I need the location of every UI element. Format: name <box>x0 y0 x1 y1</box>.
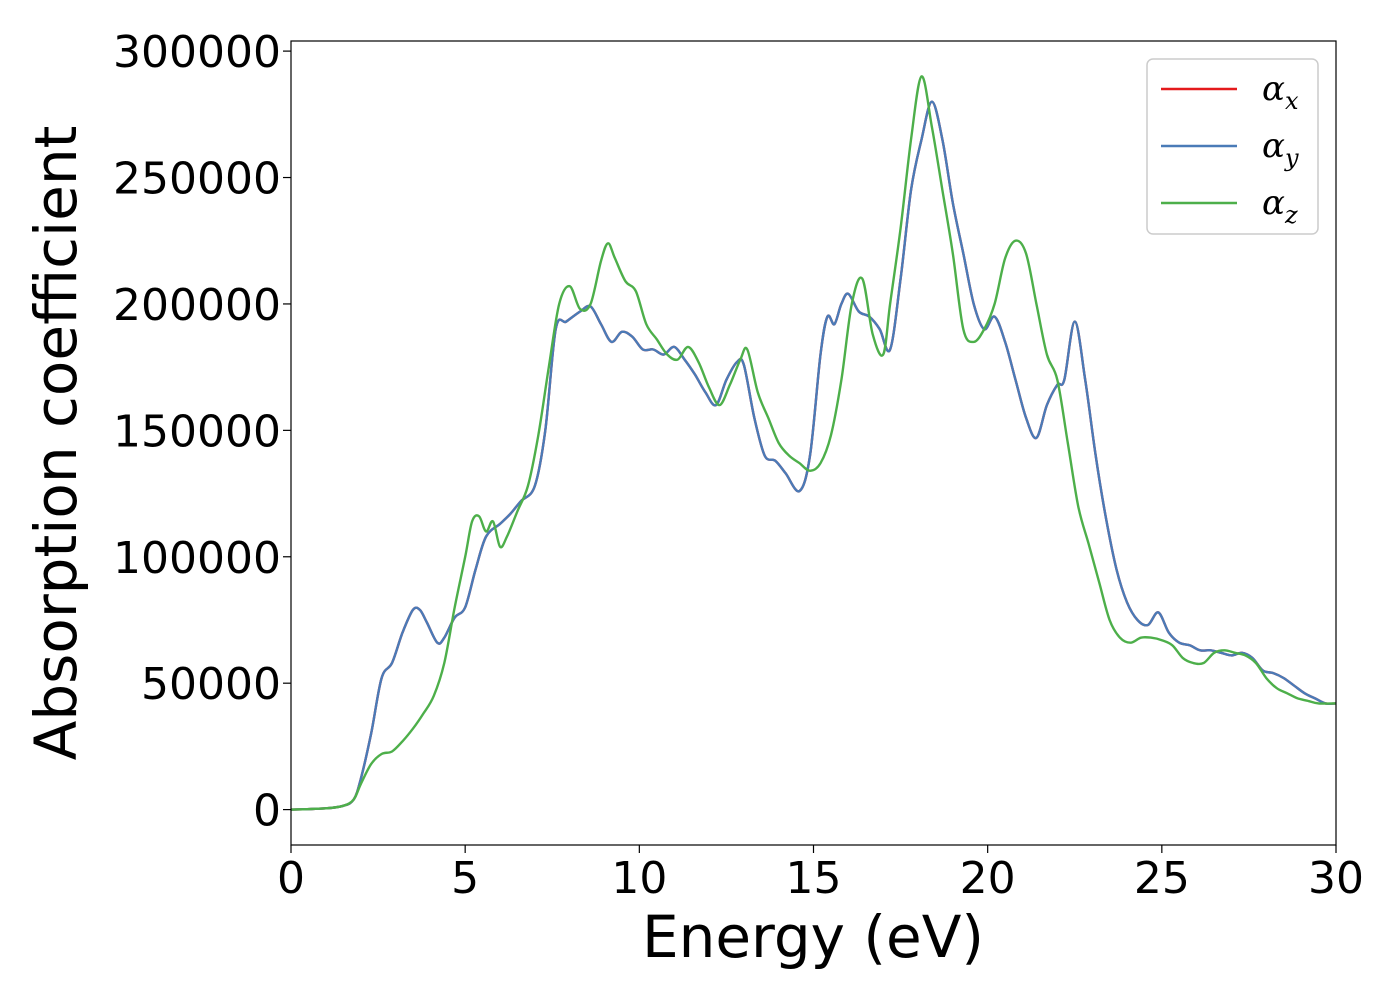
series-line-z <box>290 75 1337 811</box>
x-tick-label: 15 <box>786 853 842 904</box>
series-line-y <box>290 100 1337 811</box>
x-tick-label: 30 <box>1308 853 1364 904</box>
y-tick-label: 150000 <box>113 406 281 457</box>
y-tick-label: 200000 <box>113 280 281 331</box>
x-tick-label: 20 <box>960 853 1016 904</box>
y-tick-label: 0 <box>253 786 281 837</box>
x-axis-title: Energy (eV) <box>642 903 984 971</box>
x-tick-label: 25 <box>1134 853 1190 904</box>
y-tick-label: 50000 <box>141 659 281 710</box>
y-axis-title: Absorption coefficient <box>22 126 90 761</box>
x-tick-label: 10 <box>611 853 667 904</box>
x-tick-label: 0 <box>277 853 305 904</box>
x-tick-label: 5 <box>451 853 479 904</box>
x-axis-ticks: 0 5 10 15 20 25 30 <box>277 845 1364 904</box>
y-axis-ticks: 0 50000 100000 150000 200000 250000 300000 <box>113 27 291 837</box>
legend-label-z: αz <box>1262 183 1298 229</box>
y-tick-label: 300000 <box>113 27 281 78</box>
series-layer <box>290 75 1337 811</box>
y-tick-label: 250000 <box>113 154 281 205</box>
y-tick-label: 100000 <box>113 533 281 584</box>
